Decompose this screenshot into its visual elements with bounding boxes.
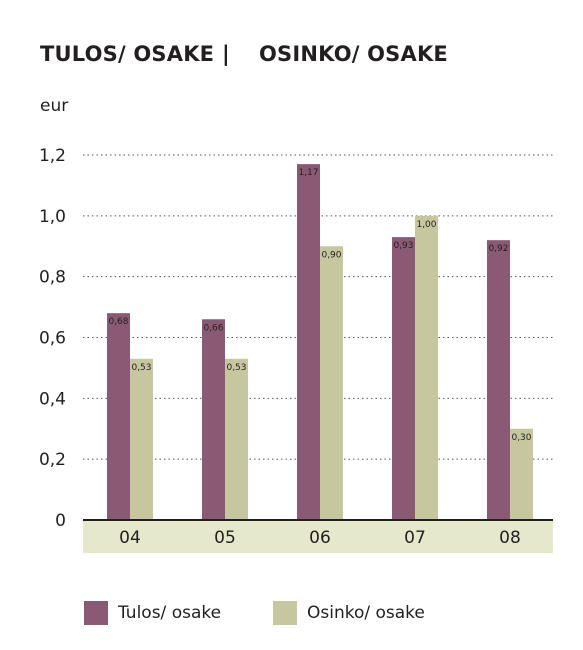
- bar-osinko: [225, 358, 248, 520]
- bar-osinko: [130, 358, 153, 520]
- data-label: 0,92: [488, 244, 508, 254]
- data-label: 0,53: [226, 363, 246, 373]
- data-label: 1,17: [298, 168, 318, 178]
- bar-tulos: [107, 313, 130, 520]
- data-label: 1,00: [416, 220, 436, 230]
- y-tick-label: 0,4: [39, 389, 66, 409]
- y-tick-label: 0,6: [39, 329, 66, 349]
- legend-item-osinko: Osinko/ osake: [273, 600, 425, 626]
- y-tick-label: 0: [55, 511, 66, 531]
- title-left: TULOS/ OSAKE: [40, 42, 215, 66]
- x-tick-label: 05: [214, 528, 236, 548]
- y-tick-label: 1,2: [39, 146, 66, 166]
- legend-label-tulos: Tulos/ osake: [118, 603, 222, 623]
- x-tick-label: 07: [404, 528, 426, 548]
- chart-title: TULOS/ OSAKE | OSINKO/ OSAKE: [40, 42, 560, 72]
- bar-tulos: [392, 237, 415, 520]
- y-tick-label: 0,2: [39, 450, 66, 470]
- bar-osinko: [510, 428, 533, 520]
- legend-item-tulos: Tulos/ osake: [84, 600, 221, 626]
- data-label: 0,90: [321, 250, 341, 260]
- legend-swatch-osinko: [273, 601, 297, 625]
- y-tick-label: 1,0: [39, 207, 66, 227]
- title-separator: |: [222, 42, 230, 66]
- bar-tulos: [487, 240, 510, 520]
- x-tick-label: 06: [309, 528, 331, 548]
- data-label: 0,68: [108, 317, 128, 327]
- data-label: 0,30: [511, 433, 531, 443]
- bar-tulos: [297, 164, 320, 520]
- x-tick-label: 04: [119, 528, 141, 548]
- title-right: OSINKO/ OSAKE: [259, 42, 448, 66]
- bar-osinko: [320, 246, 343, 520]
- legend-label-osinko: Osinko/ osake: [307, 603, 425, 623]
- x-axis-band: [83, 520, 553, 553]
- data-label: 0,66: [203, 323, 223, 333]
- data-label: 0,93: [393, 241, 413, 251]
- legend-swatch-tulos: [84, 601, 108, 625]
- y-tick-label: 0,8: [39, 268, 66, 288]
- bar-tulos: [202, 319, 225, 520]
- x-tick-label: 08: [499, 528, 521, 548]
- y-axis-unit-label: eur: [40, 96, 69, 116]
- data-label: 0,53: [131, 363, 151, 373]
- bar-osinko: [415, 215, 438, 521]
